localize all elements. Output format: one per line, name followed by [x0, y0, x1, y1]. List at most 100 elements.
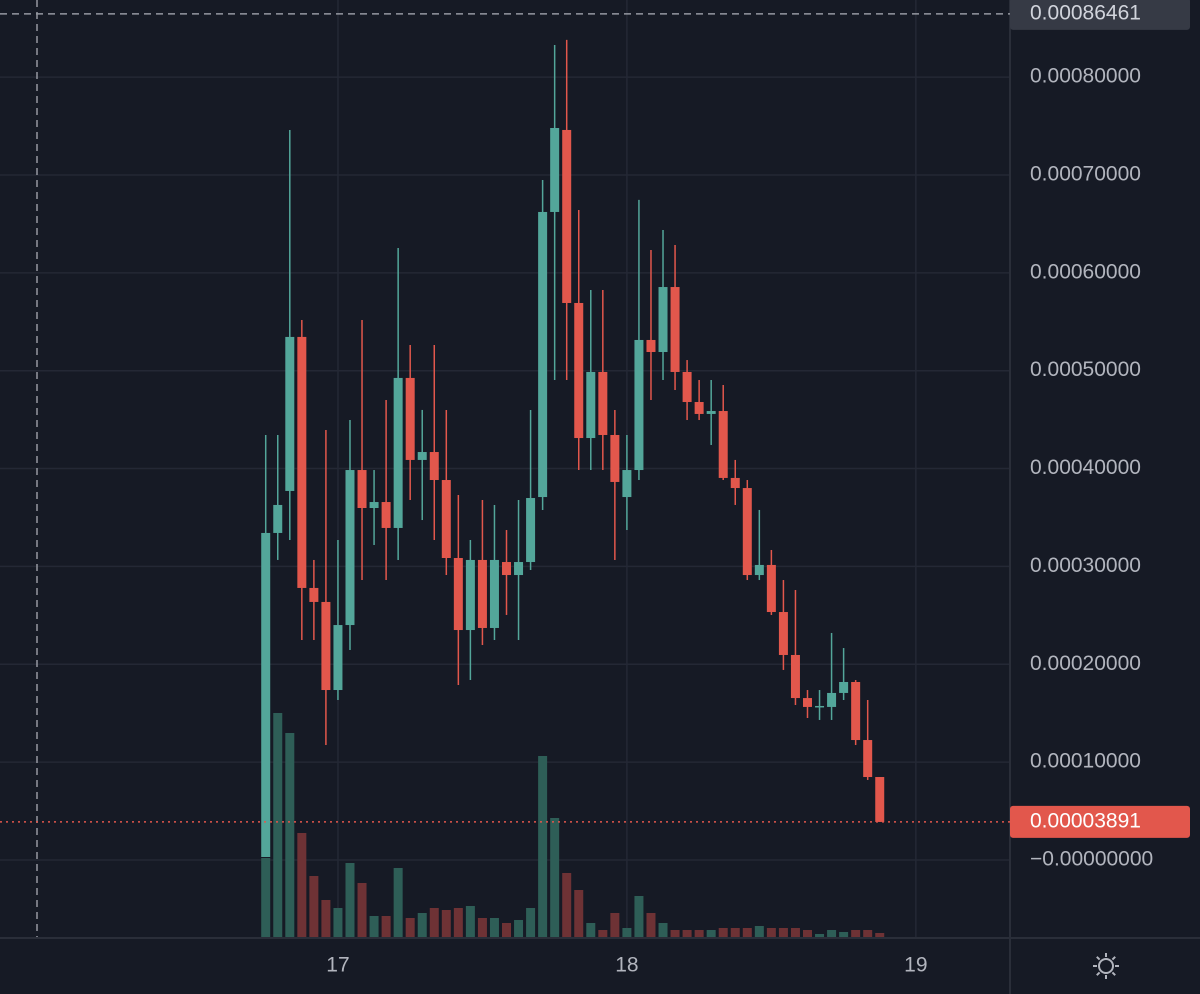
y-tick-label: 0.00010000 [1030, 750, 1141, 773]
candle-body [827, 692, 837, 707]
candle-body [706, 411, 716, 414]
candle-body [598, 371, 608, 435]
candle-body [815, 705, 825, 708]
candle-body [381, 502, 391, 528]
candle-body [802, 698, 812, 707]
volume-bar [441, 910, 451, 938]
candle-body [285, 336, 295, 491]
candle-body [863, 740, 873, 778]
candle-body [514, 562, 524, 576]
candle-body [875, 777, 885, 822]
candle-body [393, 377, 403, 528]
candle-body [778, 612, 788, 655]
volume-bar [863, 930, 873, 938]
volume-bar [514, 920, 524, 938]
last-price-label: 0.00003891 [1030, 809, 1141, 832]
volume-bar [634, 896, 644, 938]
volume-bar [405, 918, 415, 938]
volume-bar [369, 916, 379, 938]
candle-body [333, 625, 343, 691]
volume-bar [429, 908, 439, 938]
volume-bar [586, 923, 596, 938]
volume-bar [381, 916, 391, 938]
volume-bar [550, 818, 560, 938]
volume-bar [285, 733, 295, 938]
volume-bar [273, 713, 283, 938]
y-tick-label: 0.00050000 [1030, 358, 1141, 381]
y-tick-label: 0.00070000 [1030, 163, 1141, 186]
volume-bar [694, 930, 704, 938]
candle-body [670, 287, 680, 372]
candle-body [574, 302, 584, 439]
crosshair-price-label: 0.00086461 [1030, 1, 1141, 24]
y-tick-label: 0.00020000 [1030, 652, 1141, 675]
candle-body [550, 128, 560, 212]
candle-body [429, 452, 439, 481]
volume-bar [297, 833, 307, 938]
candle-body [465, 559, 475, 631]
volume-bar [646, 913, 656, 938]
settings-button[interactable] [1093, 953, 1119, 979]
volume-bar [827, 930, 837, 938]
volume-bar [875, 933, 885, 938]
volume-bar [802, 930, 812, 938]
volume-bar [465, 906, 475, 938]
candle-body [477, 559, 487, 628]
volume-bar [526, 908, 536, 938]
volume-bar [321, 900, 331, 938]
x-tick-label: 18 [615, 954, 638, 977]
volume-bar [502, 923, 512, 938]
candle-body [742, 488, 752, 576]
volume-bar [598, 930, 608, 938]
candle-body [441, 480, 451, 559]
candle-body [622, 470, 632, 498]
candle-body [273, 504, 283, 533]
candle-body [309, 587, 319, 602]
volume-pane [261, 713, 885, 938]
volume-bar [790, 928, 800, 938]
volume-bar [453, 908, 463, 938]
axes: 0.00080000 0.00070000 0.00060000 0.00050000… [0, 0, 1190, 977]
volume-bar [778, 928, 788, 938]
volume-bar [730, 928, 740, 938]
volume-bar [393, 868, 403, 938]
x-tick-label: 19 [904, 954, 927, 977]
volume-bar [538, 756, 548, 938]
candle-body [694, 402, 704, 414]
volume-bar [345, 863, 355, 938]
volume-bar [261, 858, 271, 938]
candle-body [839, 681, 849, 693]
candle-body [586, 371, 596, 439]
candle-body [345, 470, 355, 626]
volume-bar [706, 930, 716, 938]
volume-bar [477, 918, 487, 938]
y-tick-label: 0.00040000 [1030, 456, 1141, 479]
volume-bar [754, 926, 764, 938]
candle-body [297, 336, 307, 588]
candle-body [682, 371, 692, 403]
volume-bar [851, 930, 861, 938]
gear-teeth [1093, 953, 1119, 979]
candle-body [489, 559, 499, 628]
candle-body [658, 287, 668, 353]
candle-body [538, 211, 548, 498]
volume-bar [333, 908, 343, 938]
volume-bar [622, 928, 632, 938]
candle-body [405, 377, 415, 460]
candle-body [369, 502, 379, 508]
y-tick-label: 0.00060000 [1030, 260, 1141, 283]
volume-bar [742, 928, 752, 938]
candle-body [562, 129, 572, 303]
volume-bar [574, 890, 584, 938]
candle-body [502, 562, 512, 576]
candle-body [730, 477, 740, 489]
candle-body [634, 339, 644, 471]
candle-body [526, 498, 536, 563]
last-price-box [1010, 805, 1190, 838]
y-tick-label: −0.00000000 [1030, 848, 1153, 871]
candle-body [453, 558, 463, 631]
volume-bar [610, 913, 620, 938]
